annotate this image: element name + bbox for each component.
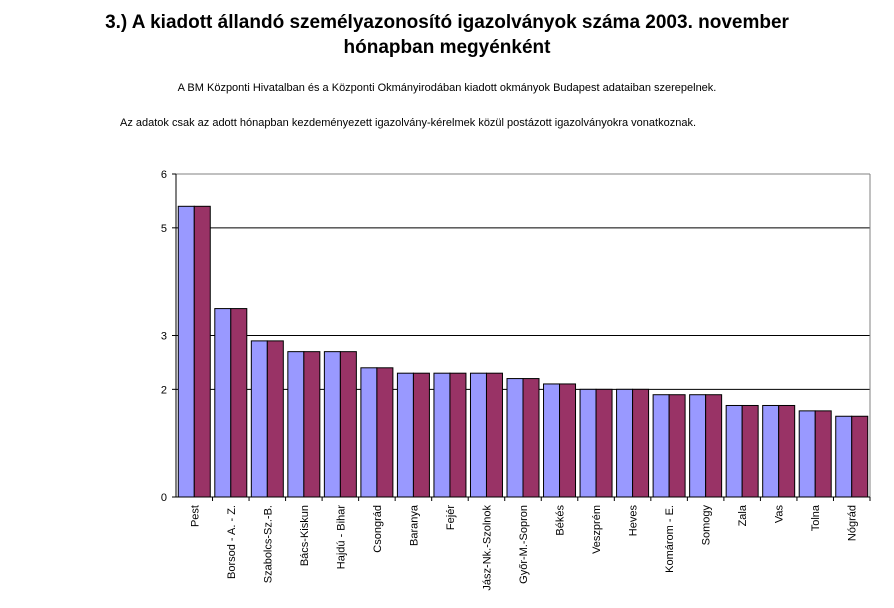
x-tick-label: Baranya	[408, 504, 420, 546]
y-tick-label: 0	[161, 492, 167, 504]
bar	[339, 351, 357, 498]
bar	[433, 372, 451, 498]
bar	[559, 383, 577, 498]
x-tick-label: Hajdú - Bihar	[335, 505, 347, 570]
chart-title-line-2: hónapban megyénként	[343, 37, 551, 58]
bar	[762, 404, 780, 498]
bar	[323, 351, 341, 498]
x-tick-label: Győr-M.-Sopron	[518, 505, 530, 584]
x-tick-label: Fejér	[445, 505, 457, 530]
bar	[579, 388, 597, 498]
x-tick-label: Jász-Nk.-Szolnok	[481, 505, 493, 591]
x-tick-label: Szabolcs-Sz.-B.	[262, 505, 274, 583]
bar	[469, 372, 487, 498]
chart-title-line-1: 3.) A kiadott állandó személyazonosító i…	[105, 12, 789, 33]
bar	[652, 394, 670, 498]
bar	[360, 367, 378, 498]
bar	[193, 205, 211, 498]
bar	[741, 404, 759, 498]
bar	[266, 340, 284, 498]
bar	[725, 404, 743, 498]
bar	[214, 308, 232, 498]
bar	[778, 404, 796, 498]
bar	[632, 388, 650, 498]
x-tick-label: Békés	[555, 505, 567, 536]
bar	[668, 394, 686, 498]
x-tick-label: Vas	[774, 505, 786, 524]
x-tick-label: Zala	[737, 504, 749, 526]
x-tick-label: Somogy	[701, 505, 713, 546]
y-tick-label: 6	[161, 169, 167, 181]
bar	[506, 378, 524, 498]
bar	[287, 351, 305, 498]
bar	[250, 340, 268, 498]
bar	[616, 388, 634, 498]
bar	[412, 372, 430, 498]
bar	[543, 383, 561, 498]
bar	[835, 415, 853, 498]
bar	[814, 410, 832, 498]
y-tick-label: 2	[161, 384, 167, 396]
x-tick-label: Veszprém	[591, 505, 603, 554]
bar	[595, 388, 613, 498]
bar	[485, 372, 503, 498]
bar	[230, 308, 248, 498]
x-tick-label: Pest	[189, 505, 201, 527]
bar	[705, 394, 723, 498]
chart-note-2: Az adatok csak az adott hónapban kezdemé…	[120, 117, 696, 129]
x-tick-label: Tolna	[810, 504, 822, 531]
x-tick-label: Komárom - E.	[664, 505, 676, 573]
x-tick-label: Nógrád	[847, 505, 859, 541]
chart-note-1: A BM Központi Hivatalban és a Központi O…	[177, 82, 717, 94]
bar	[689, 394, 707, 498]
x-tick-label: Bács-Kiskun	[299, 505, 311, 566]
y-tick-label: 5	[161, 223, 167, 235]
bar	[449, 372, 467, 498]
bar	[396, 372, 414, 498]
bar	[303, 351, 321, 498]
bar	[177, 205, 195, 498]
bar	[522, 378, 540, 498]
y-tick-label: 3	[161, 331, 167, 343]
x-tick-label: Csongrád	[372, 505, 384, 553]
bar	[376, 367, 394, 498]
chart-title: 3.) A kiadott állandó személyazonosító i…	[0, 10, 894, 60]
x-tick-label: Heves	[628, 505, 640, 537]
x-tick-label: Borsod - A. - Z.	[226, 505, 238, 579]
bar	[851, 415, 869, 498]
bar	[798, 410, 816, 498]
